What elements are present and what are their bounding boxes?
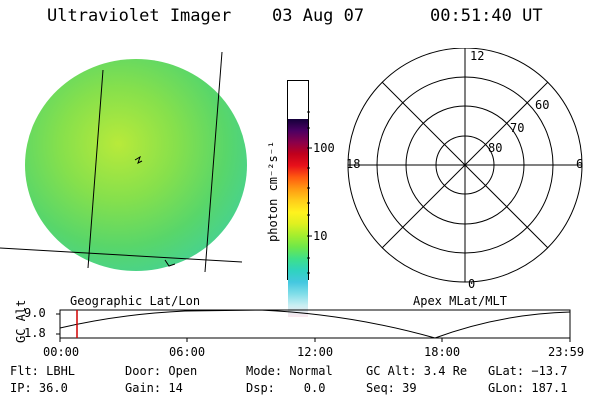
altitude-xtick-0000: 00:00 [43, 345, 80, 359]
seq-info: Seq: 39 [366, 381, 417, 395]
geographic-grid [0, 51, 243, 273]
mlt-12: 12 [470, 49, 484, 63]
dsp-info: Dsp: 0.0 [246, 381, 326, 395]
lat-60: 60 [535, 98, 549, 112]
altitude-ytick-1.8: 1.8 [24, 326, 46, 340]
lat-80: 80 [488, 141, 502, 155]
polar-panel: 12 18 6 0 60 70 80 [346, 48, 583, 288]
glat-info: GLat: −13.7 [488, 364, 568, 378]
altitude-xtick-2359: 23:59 [548, 345, 585, 359]
glon-info: GLon: 187.1 [488, 381, 568, 395]
colorbar-unit-label: photon cm⁻²s⁻¹ [266, 140, 280, 242]
altitude-ytick-9: 9.0 [24, 306, 46, 320]
altitude-plot [56, 309, 571, 342]
altitude-xtick-0600: 06:00 [169, 345, 206, 359]
door-info: Door: Open [125, 364, 198, 378]
colorbar-ticks [307, 111, 312, 274]
mlt-0: 0 [468, 277, 475, 288]
earth-disc [25, 59, 247, 271]
altitude-xtick-1800: 18:00 [424, 345, 461, 359]
altitude-xtick-1200: 12:00 [297, 345, 334, 359]
mlt-6: 6 [576, 157, 583, 171]
geographic-caption: Geographic Lat/Lon [70, 294, 201, 308]
instrument-title: Ultraviolet Imager [47, 6, 232, 26]
colorbar-tick-10: 10 [313, 229, 328, 243]
mlt-18: 18 [346, 157, 360, 171]
filter-info: Flt: LBHL [10, 364, 76, 378]
colorbar [287, 80, 309, 317]
mode-info: Mode: Normal [246, 364, 333, 378]
date-label: 03 Aug 07 [272, 6, 365, 26]
time-label: 00:51:40 UT [430, 6, 543, 26]
gc-alt-info: GC Alt: 3.4 Re [366, 364, 468, 378]
gain-info: Gain: 14 [125, 381, 183, 395]
ip-info: IP: 36.0 [10, 381, 68, 395]
lat-70: 70 [510, 121, 524, 135]
colorbar-tick-100: 100 [313, 141, 335, 155]
apex-caption: Apex MLat/MLT [413, 294, 507, 308]
